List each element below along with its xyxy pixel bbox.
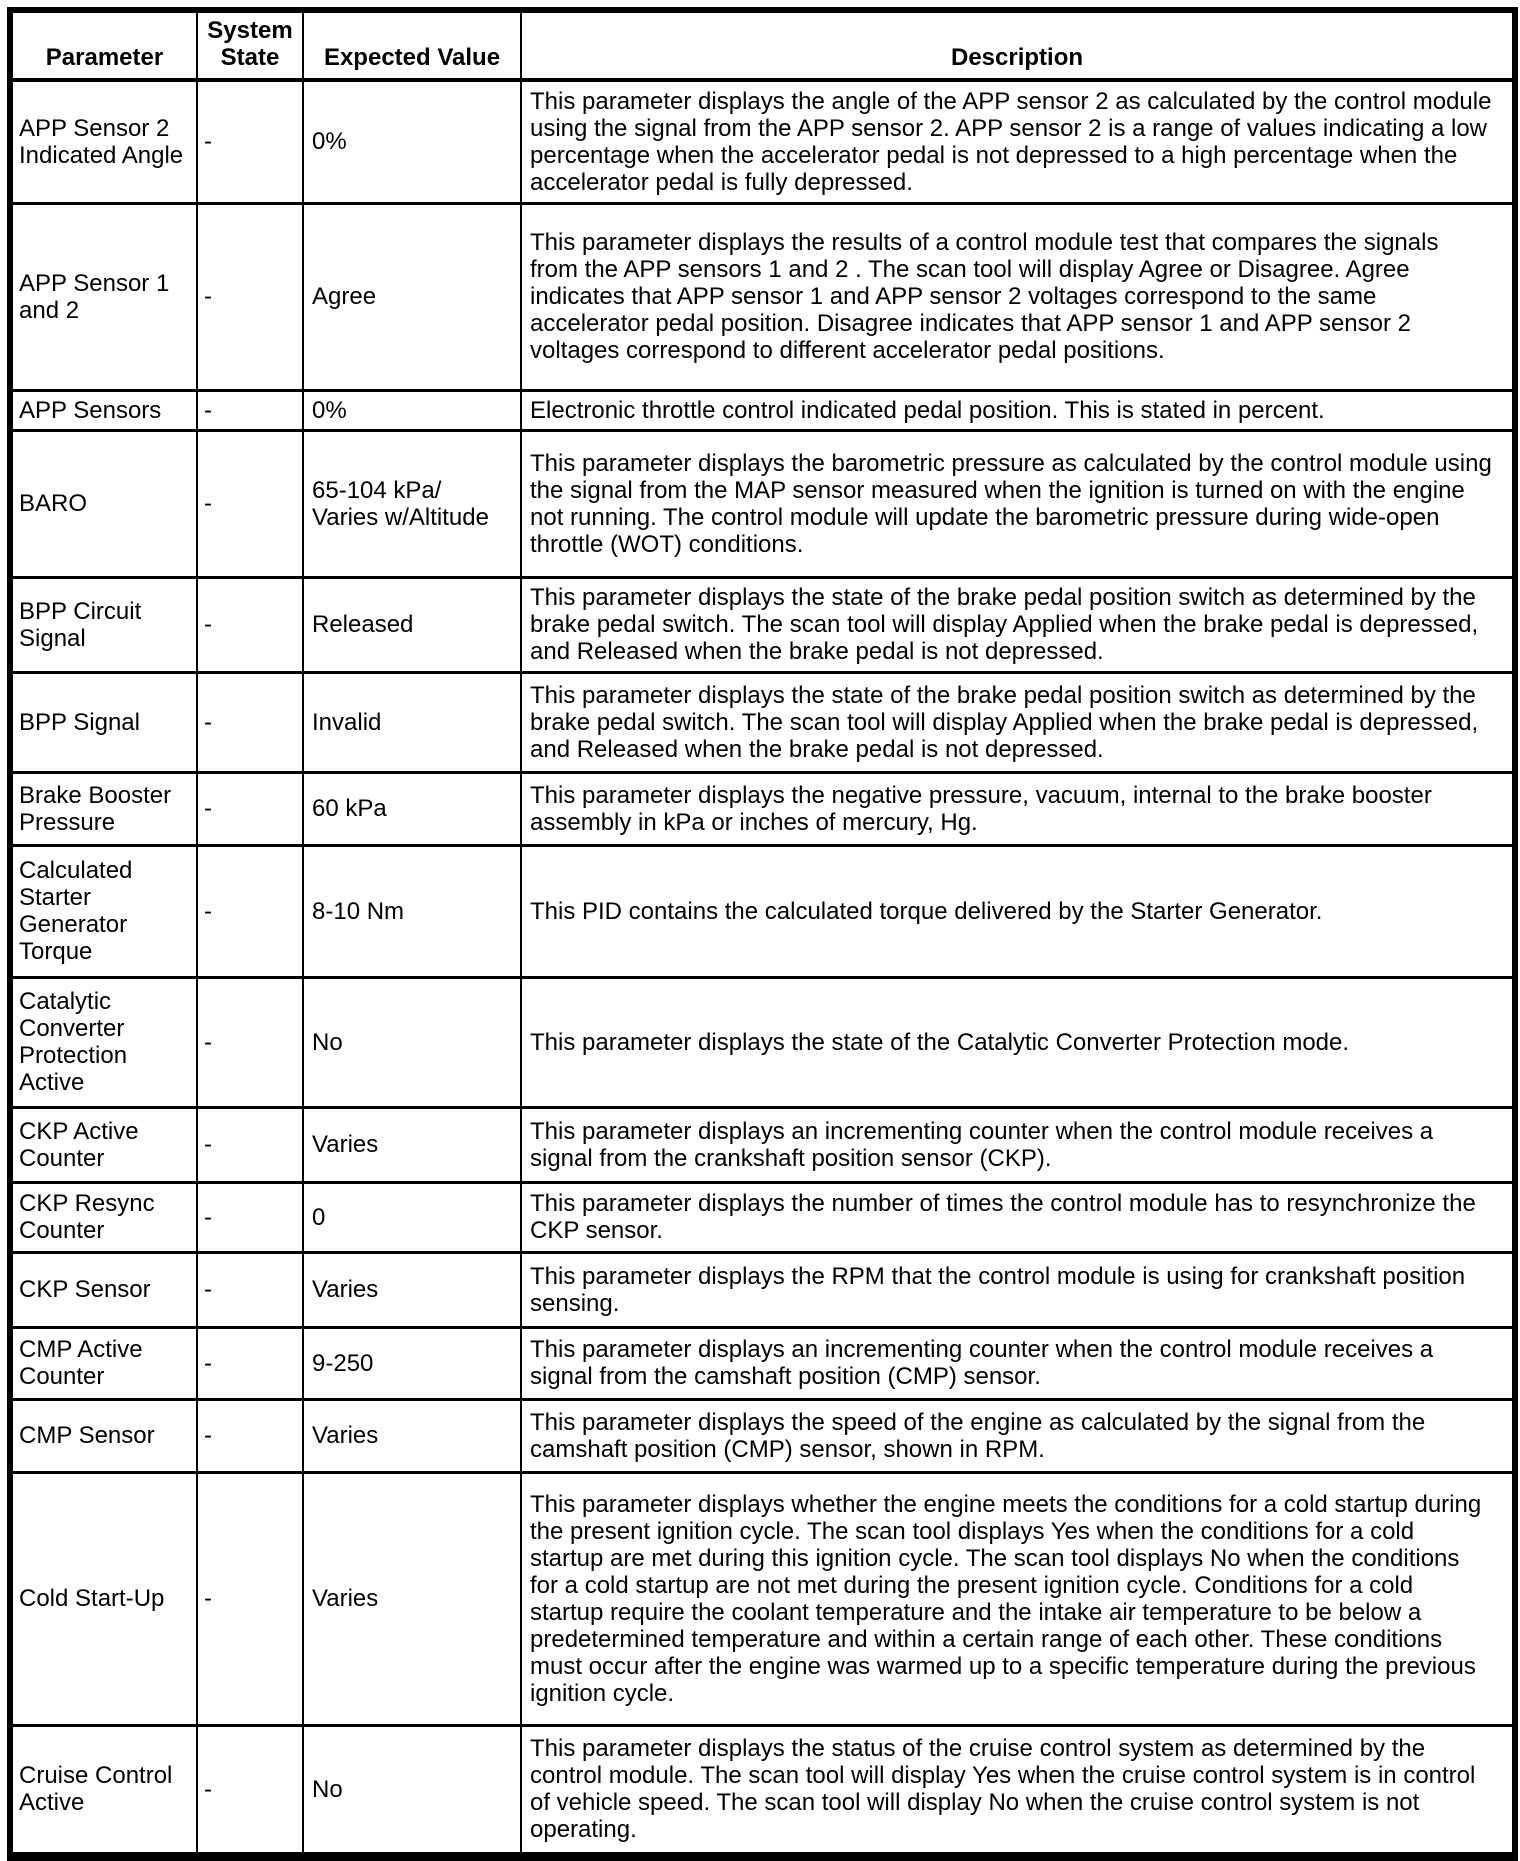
col-header-expected-value: Expected Value	[302, 10, 522, 82]
table-row: APP Sensor 1 and 2- Agree This parameter d…	[9, 201, 1516, 392]
parameter-cell: Cruise Control Active	[9, 1723, 198, 1858]
table-row: CMP Sensor - Varies This parameter displays…	[9, 1397, 1516, 1474]
scan-tool-parameter-table: Parameter System State Expected Value De…	[7, 7, 1518, 1861]
system-state-cell: -	[196, 1105, 304, 1184]
description-cell: Electronic throttle control indicated pe…	[520, 388, 1516, 432]
col-header-parameter: Parameter	[9, 10, 198, 82]
description-cell: This parameter displays the state of the…	[520, 670, 1516, 774]
table-row: Catalytic Converter Protection Active - No…	[9, 975, 1516, 1109]
parameter-cell: CKP Sensor	[9, 1250, 198, 1329]
system-state-cell: -	[196, 428, 304, 579]
parameter-cell: APP Sensors	[9, 388, 198, 432]
system-state-cell: -	[196, 78, 304, 205]
expected-value-cell: Varies	[302, 1250, 522, 1329]
system-state-cell: -	[196, 1723, 304, 1858]
system-state-cell: -	[196, 575, 304, 674]
parameter-cell: CMP Sensor	[9, 1397, 198, 1474]
description-cell: This parameter displays the state of the…	[520, 975, 1516, 1109]
parameter-cell: BPP Signal	[9, 670, 198, 774]
expected-value-cell: No	[302, 975, 522, 1109]
table-body: APP Sensor 2 Indicated Angle -0% This para…	[9, 78, 1516, 1858]
parameter-cell: Calculated Starter Generator Torque	[9, 843, 198, 979]
description-cell: This parameter displays the barometric p…	[520, 428, 1516, 579]
description-cell: This parameter displays an incrementing …	[520, 1105, 1516, 1184]
parameter-cell: APP Sensor 1 and 2	[9, 201, 198, 392]
expected-value-cell: 0%	[302, 388, 522, 432]
table-row: APP Sensors -0% Electronic throttle contro…	[9, 388, 1516, 432]
table-row: CKP Resync Counter -0 This parameter displ…	[9, 1180, 1516, 1254]
description-cell: This parameter displays whether the engi…	[520, 1470, 1516, 1727]
description-cell: This parameter displays an incrementing …	[520, 1325, 1516, 1401]
expected-value-cell: Varies	[302, 1397, 522, 1474]
expected-value-cell: Varies	[302, 1105, 522, 1184]
expected-value-cell: Invalid	[302, 670, 522, 774]
parameter-cell: Catalytic Converter Protection Active	[9, 975, 198, 1109]
expected-value-cell: Agree	[302, 201, 522, 392]
table-row: APP Sensor 2 Indicated Angle -0% This para…	[9, 78, 1516, 205]
description-cell: This parameter displays the state of the…	[520, 575, 1516, 674]
system-state-cell: -	[196, 1470, 304, 1727]
expected-value-cell: Released	[302, 575, 522, 674]
expected-value-cell: No	[302, 1723, 522, 1858]
system-state-cell: -	[196, 1325, 304, 1401]
expected-value-cell: 65-104 kPa/ Varies w/Altitude	[302, 428, 522, 579]
parameter-cell: BPP Circuit Signal	[9, 575, 198, 674]
system-state-cell: -	[196, 670, 304, 774]
header-row: Parameter System State Expected Value De…	[9, 10, 1516, 82]
expected-value-cell: Varies	[302, 1470, 522, 1727]
system-state-cell: -	[196, 388, 304, 432]
table-row: CKP Sensor - Varies This parameter displays…	[9, 1250, 1516, 1329]
expected-value-cell: 8-10 Nm	[302, 843, 522, 979]
description-cell: This parameter displays the results of a…	[520, 201, 1516, 392]
expected-value-cell: 0%	[302, 78, 522, 205]
system-state-cell: -	[196, 843, 304, 979]
expected-value-cell: 60 kPa	[302, 770, 522, 847]
system-state-cell: -	[196, 1397, 304, 1474]
system-state-cell: -	[196, 201, 304, 392]
col-header-system-state: System State	[196, 10, 304, 82]
system-state-cell: -	[196, 1250, 304, 1329]
table-row: Cold Start-Up - Varies This parameter displ…	[9, 1470, 1516, 1727]
system-state-cell: -	[196, 770, 304, 847]
table-row: Brake Booster Pressure -60 kPa This parame…	[9, 770, 1516, 847]
description-cell: This parameter displays the angle of the…	[520, 78, 1516, 205]
system-state-cell: -	[196, 975, 304, 1109]
parameter-cell: CKP Resync Counter	[9, 1180, 198, 1254]
description-cell: This parameter displays the number of ti…	[520, 1180, 1516, 1254]
description-cell: This PID contains the calculated torque …	[520, 843, 1516, 979]
table-row: BPP Signal - Invalid This parameter display…	[9, 670, 1516, 774]
table-row: Cruise Control Active - No This parameter d…	[9, 1723, 1516, 1858]
description-cell: This parameter displays the status of th…	[520, 1723, 1516, 1858]
table-row: Calculated Starter Generator Torque -8-10…	[9, 843, 1516, 979]
table-row: CKP Active Counter - Varies This parameter …	[9, 1105, 1516, 1184]
table-header: Parameter System State Expected Value De…	[9, 10, 1516, 82]
description-cell: This parameter displays the RPM that the…	[520, 1250, 1516, 1329]
table-row: CMP Active Counter -9-250 This parameter d…	[9, 1325, 1516, 1401]
system-state-cell: -	[196, 1180, 304, 1254]
expected-value-cell: 0	[302, 1180, 522, 1254]
table-row: BARO -65-104 kPa/ Varies w/Altitude This p…	[9, 428, 1516, 579]
parameter-cell: CMP Active Counter	[9, 1325, 198, 1401]
description-cell: This parameter displays the negative pre…	[520, 770, 1516, 847]
expected-value-cell: 9-250	[302, 1325, 522, 1401]
parameter-cell: Brake Booster Pressure	[9, 770, 198, 847]
col-header-description: Description	[520, 10, 1516, 82]
parameter-cell: APP Sensor 2 Indicated Angle	[9, 78, 198, 205]
table-row: BPP Circuit Signal - Released This paramete…	[9, 575, 1516, 674]
parameter-cell: CKP Active Counter	[9, 1105, 198, 1184]
parameter-cell: BARO	[9, 428, 198, 579]
parameter-cell: Cold Start-Up	[9, 1470, 198, 1727]
description-cell: This parameter displays the speed of the…	[520, 1397, 1516, 1474]
